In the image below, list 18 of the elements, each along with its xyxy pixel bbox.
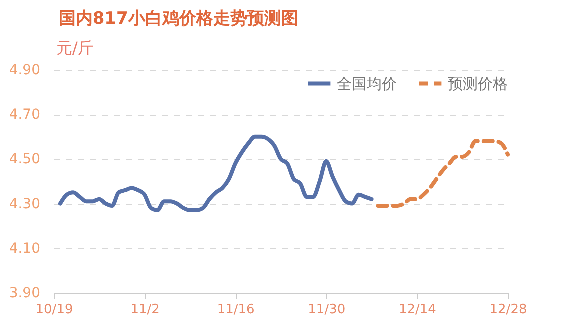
- y-tick-label: 4.90: [9, 62, 40, 78]
- x-tick-label: 11/16: [217, 302, 255, 318]
- y-tick-label: 4.70: [9, 107, 40, 124]
- legend-label: 全国均价: [337, 74, 397, 93]
- x-tick-label: 12/28: [490, 302, 528, 318]
- y-axis-title: 元/斤: [56, 38, 94, 58]
- chart-title: 国内817小白鸡价格走势预测图: [58, 9, 298, 29]
- x-tick-label: 11/30: [308, 302, 346, 318]
- x-tick-label: 11/2: [130, 302, 160, 318]
- x-tick-label: 12/14: [398, 302, 436, 318]
- y-tick-label: 4.30: [9, 196, 40, 212]
- y-tick-label: 4.50: [9, 152, 40, 168]
- y-tick-label: 4.10: [9, 240, 40, 257]
- y-tick-label: 3.90: [9, 286, 40, 302]
- x-tick-label: 10/19: [36, 302, 74, 318]
- line-series: [376, 139, 510, 208]
- legend-label: 预测价格: [448, 74, 508, 93]
- line-series: [58, 134, 374, 212]
